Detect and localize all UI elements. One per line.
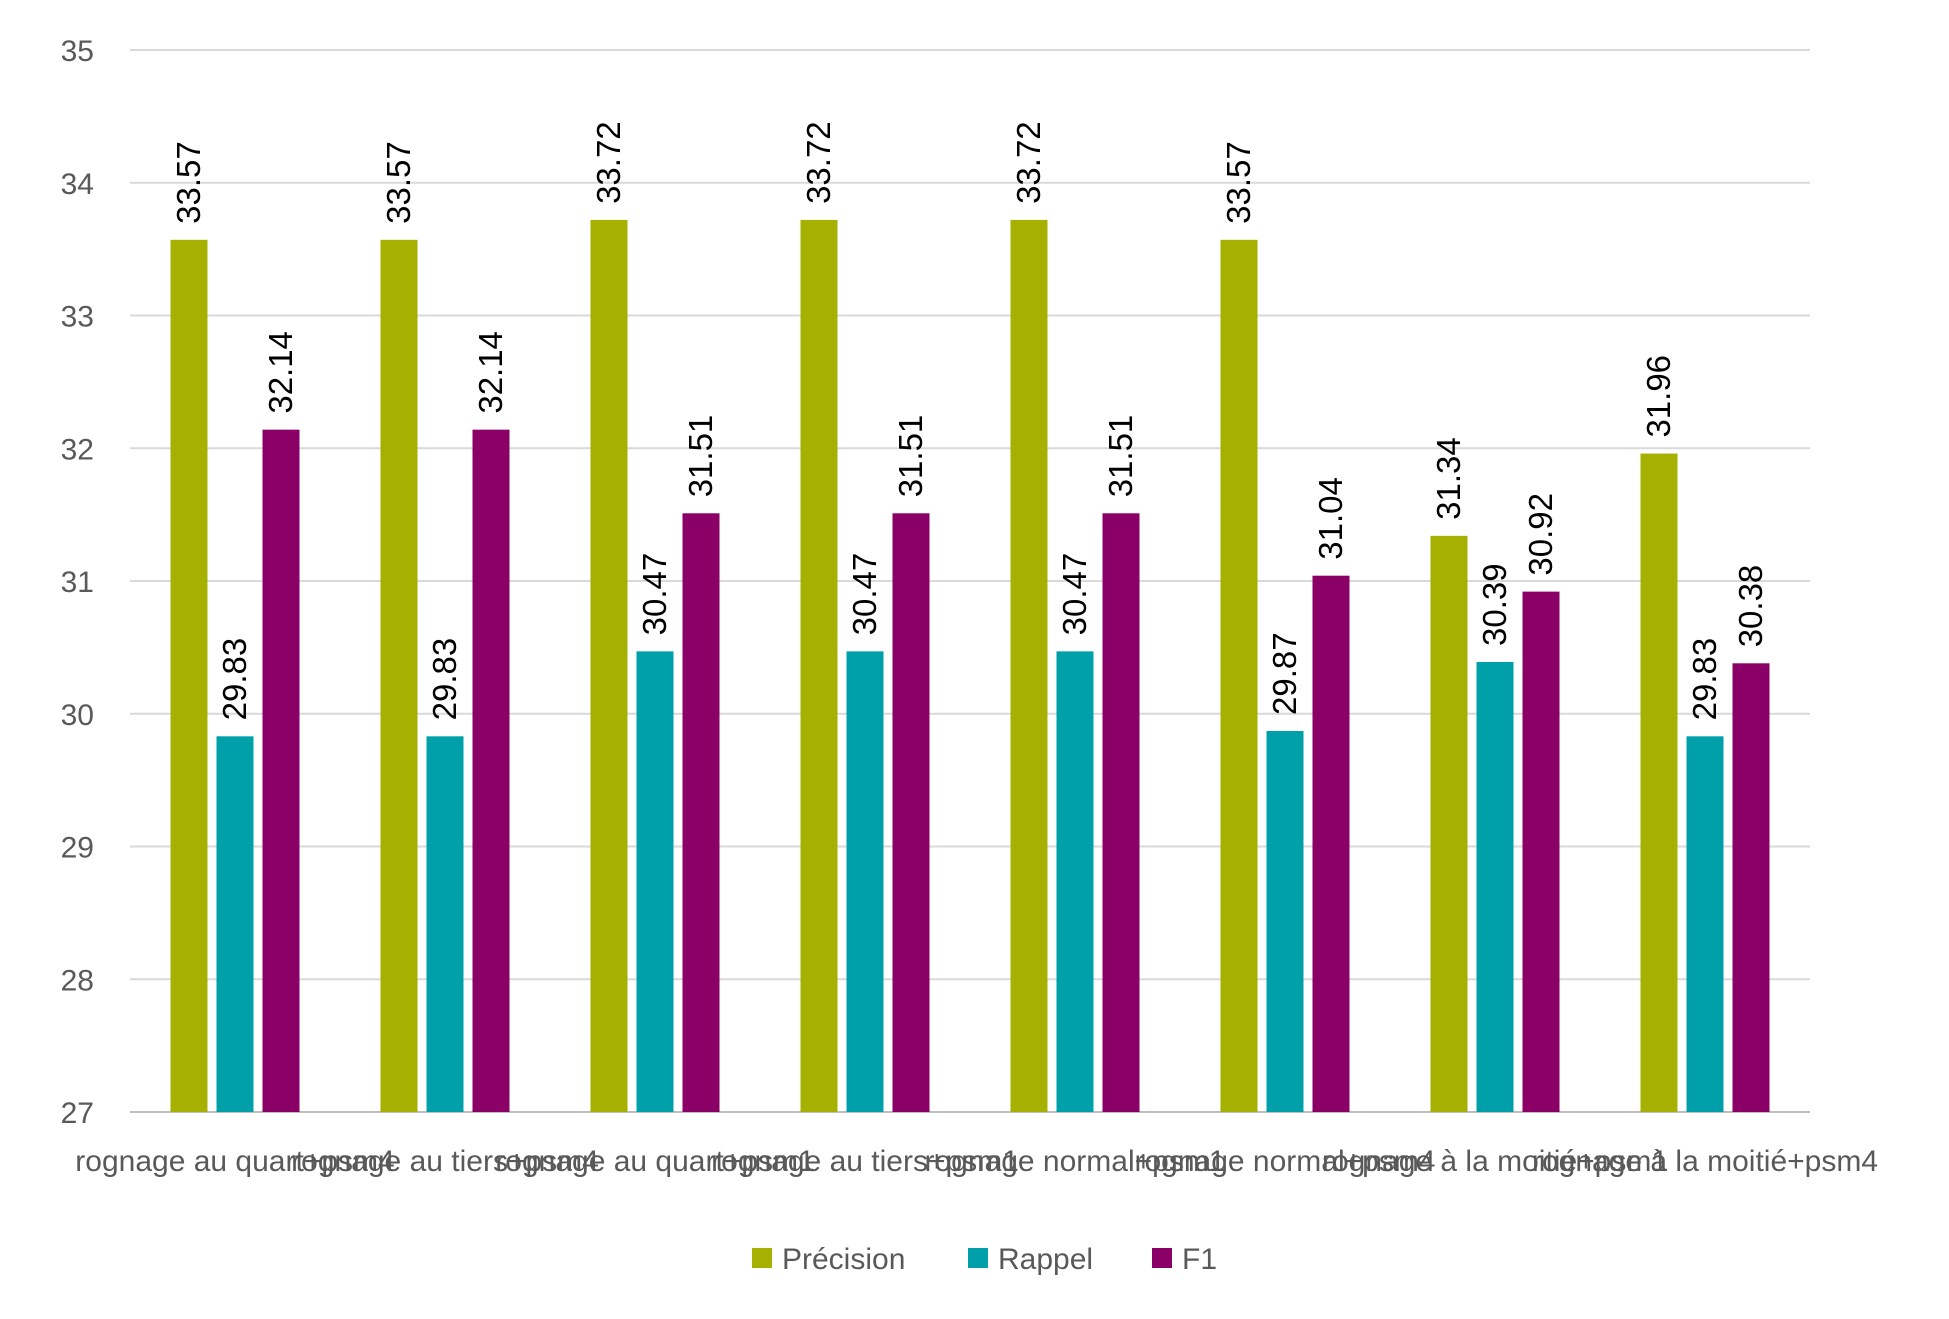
data-label: 33.57 [380,141,417,224]
bar-f1 [892,513,930,1112]
y-tick-label: 27 [61,1097,94,1130]
y-tick-label: 34 [61,168,94,201]
data-label: 29.83 [216,638,253,721]
data-label: 32.14 [262,331,299,414]
data-label: 33.72 [590,121,627,204]
bar-f1 [1102,513,1140,1112]
bar-pr-cision [800,219,838,1113]
data-label: 31.96 [1640,355,1677,438]
data-label: 30.47 [846,553,883,636]
legend-swatch [1152,1248,1172,1268]
bar-pr-cision [1010,219,1048,1113]
data-label: 30.92 [1522,493,1559,576]
bar-f1 [262,429,300,1112]
bar-pr-cision [1640,453,1678,1112]
bar-rappel [1476,661,1514,1112]
legend: Précision Rappel F1 [752,1243,1217,1276]
bar-f1 [472,429,510,1112]
x-tick-label: rognage au quart+psm1 [495,1145,814,1178]
bar-rappel [846,651,884,1112]
bar-pr-cision [170,239,208,1112]
bar-rappel [1056,651,1094,1112]
bar-rappel [1686,736,1724,1112]
x-tick-label: rognage au tiers+psm4 [291,1145,599,1178]
bar-f1 [1312,575,1350,1112]
x-tick-label: rognage au tiers+psm1 [711,1145,1019,1178]
legend-label: Précision [782,1243,905,1276]
data-label: 33.57 [1220,141,1257,224]
bar-pr-cision [1430,535,1468,1112]
data-label: 30.38 [1732,565,1769,648]
data-label: 31.34 [1430,437,1467,520]
data-label: 29.87 [1266,632,1303,715]
y-tick-label: 35 [61,35,94,68]
legend-label: F1 [1182,1243,1217,1276]
legend-swatch [968,1248,988,1268]
data-label: 30.39 [1476,563,1513,646]
bar-rappel [426,736,464,1112]
data-label: 33.57 [170,141,207,224]
bar-rappel [636,651,674,1112]
data-label: 33.72 [1010,121,1047,204]
data-label: 31.04 [1312,477,1349,560]
legend-label: Rappel [998,1243,1093,1276]
x-tick-label: rognage au quart+psm4 [75,1145,394,1178]
bar-pr-cision [1220,239,1258,1112]
legend-swatch [752,1248,772,1268]
data-label: 33.72 [800,121,837,204]
data-label: 29.83 [426,638,463,721]
data-label: 32.14 [472,331,509,414]
data-label: 31.51 [892,415,929,498]
bar-pr-cision [380,239,418,1112]
bar-f1 [682,513,720,1112]
bar-f1 [1522,591,1560,1112]
y-tick-label: 32 [61,433,94,466]
y-tick-label: 29 [61,832,94,865]
data-label: 29.83 [1686,638,1723,721]
data-label: 30.47 [1056,553,1093,636]
y-tick-label: 30 [61,699,94,732]
y-axis: 27 28 29 30 31 32 33 34 35 [61,35,94,1130]
bar-f1 [1732,663,1770,1112]
bar-pr-cision [590,219,628,1113]
data-label: 31.51 [1102,415,1139,498]
bar-rappel [1266,731,1304,1112]
bars [170,219,1770,1113]
bar-rappel [216,736,254,1112]
data-label: 30.47 [636,553,673,636]
x-tick-label: rognage à la moitié+psm1 [1322,1145,1668,1178]
y-tick-label: 33 [61,301,94,334]
data-labels: 33.57 29.83 32.14 33.57 29.83 32.14 33.72 30.47… [170,121,1769,720]
y-tick-label: 31 [61,566,94,599]
x-tick-label: rognage normal+psm1 [924,1145,1225,1178]
x-tick-label: rognage normal+psm4 [1134,1145,1435,1178]
x-tick-label: rognage à la moitié+psm4 [1532,1145,1878,1178]
data-label: 31.51 [682,415,719,498]
y-tick-label: 28 [61,964,94,997]
